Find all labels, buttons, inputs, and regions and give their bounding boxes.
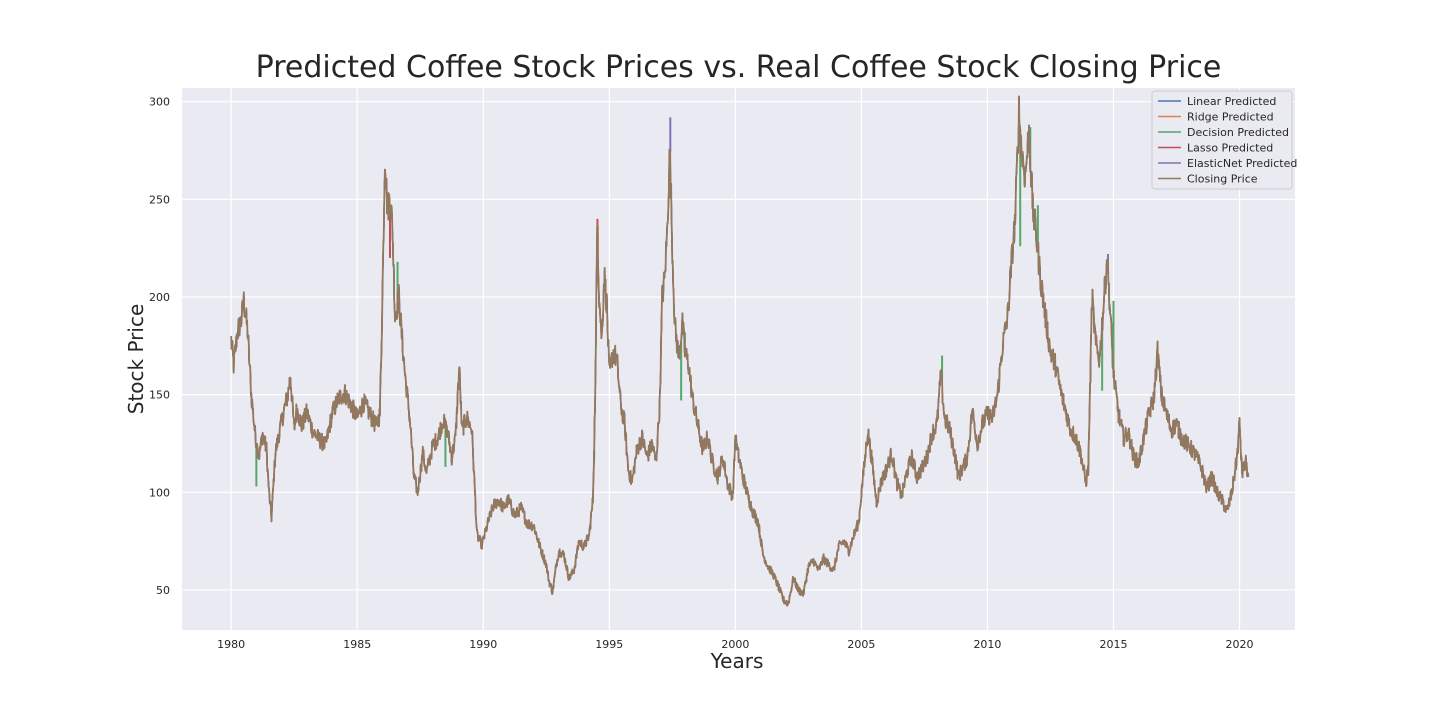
plot-background: [182, 88, 1295, 630]
series-line-closing-price: [230, 95, 1250, 607]
x-tick-label: 2015: [1099, 638, 1127, 651]
y-tick-label: 50: [156, 584, 170, 597]
y-tick-label: 250: [149, 193, 170, 206]
x-tick-label: 1985: [343, 638, 371, 651]
x-tick-label: 1995: [595, 638, 623, 651]
y-tick-label: 200: [149, 291, 170, 304]
x-tick-label: 2005: [847, 638, 875, 651]
tick-labels: 1980 1985 1990 1995 2000 2005 2010 2015 2020 50 10…: [149, 96, 1254, 651]
x-axis-title: Years: [710, 649, 764, 673]
y-tick-label: 300: [149, 96, 170, 109]
chart-title: Predicted Coffee Stock Prices vs. Real C…: [255, 50, 1222, 85]
y-axis-title: Stock Price: [124, 304, 148, 415]
legend-label: Linear Predicted: [1187, 95, 1276, 108]
x-tick-label: 2010: [973, 638, 1001, 651]
legend-label: Ridge Predicted: [1187, 111, 1274, 124]
x-tick-label: 1990: [469, 638, 497, 651]
y-tick-label: 100: [149, 486, 170, 499]
legend-label: ElasticNet Predicted: [1187, 157, 1297, 170]
x-tick-label: 2020: [1226, 638, 1254, 651]
legend: Linear Predicted Ridge Predicted Decision …: [1151, 90, 1297, 190]
legend-box: [1151, 90, 1293, 190]
legend-label: Lasso Predicted: [1187, 142, 1273, 155]
series-layer: [230, 95, 1250, 607]
y-tick-label: 150: [149, 389, 170, 402]
legend-label: Decision Predicted: [1187, 126, 1289, 139]
legend-label: Closing Price: [1187, 173, 1258, 186]
x-tick-label: 1980: [217, 638, 245, 651]
x-tick-label: 2000: [721, 638, 749, 651]
